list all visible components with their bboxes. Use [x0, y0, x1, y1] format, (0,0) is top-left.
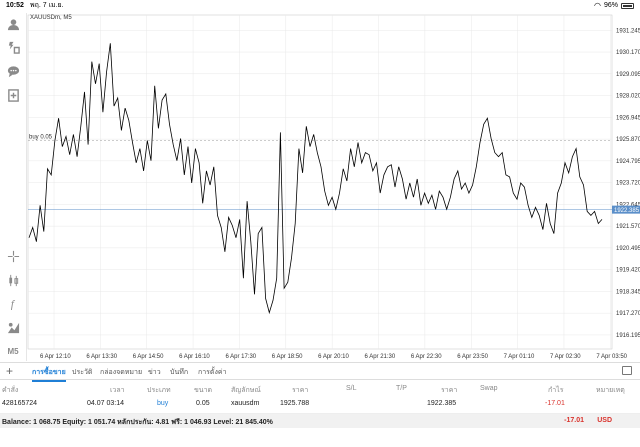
- chart-symbol-label: XAUUSDm, M5: [30, 15, 72, 21]
- plot-frame: [27, 14, 613, 350]
- tab-history[interactable]: ประวัติ: [72, 369, 93, 376]
- chart-canvas[interactable]: 1931.245 1930.170 1929.095 1928.020 1926.945…: [26, 13, 640, 361]
- battery-percent: 96%: [603, 2, 618, 9]
- quote-icon[interactable]: [6, 40, 20, 54]
- objects-icon[interactable]: [6, 320, 20, 334]
- tab-settings[interactable]: การตั้งค่า: [198, 369, 227, 376]
- status-time: 10:52: [6, 2, 24, 9]
- x-tick-label: 6 Apr 22:30: [411, 354, 442, 360]
- account-currency: USD: [597, 417, 612, 424]
- col-swap: Swap: [480, 385, 498, 392]
- balance-summary: Balance: 1 068.75 Equity: 1 051.74 หลักป…: [2, 419, 273, 426]
- col-volume: ขนาด: [194, 387, 213, 394]
- tab-mailbox[interactable]: กล่องจดหมาย: [100, 369, 143, 376]
- y-tick-label: 1926.945: [616, 115, 640, 121]
- tab-trade[interactable]: การซื้อขาย: [32, 369, 66, 382]
- x-tick-label: 6 Apr 21:30: [365, 354, 396, 360]
- y-tick-label: 1931.245: [616, 28, 640, 34]
- chart-toolbar: f M5: [0, 13, 27, 361]
- crosshair-icon[interactable]: [6, 249, 20, 263]
- col-price: ราคา: [292, 387, 309, 394]
- terminal-tabs: + การซื้อขาย ประวัติ กล่องจดหมาย ข่าว บั…: [0, 362, 640, 382]
- x-tick-label: 6 Apr 12:10: [40, 354, 71, 360]
- x-tick-label: 6 Apr 16:10: [179, 354, 210, 360]
- y-tick-label: 1925.870: [616, 137, 640, 143]
- col-comment: หมายเหตุ: [596, 387, 625, 394]
- col-symbol: สัญลักษณ์: [231, 387, 261, 394]
- timeframe-button[interactable]: M5: [7, 346, 19, 356]
- y-tick-label: 1919.420: [616, 268, 640, 274]
- order-symbol: xauusdm: [231, 400, 260, 407]
- y-tick-label: 1929.095: [616, 72, 640, 78]
- order-time: 04.07 03:14: [87, 400, 124, 407]
- y-tick-label: 1921.570: [616, 224, 640, 230]
- status-bar: 10:52 พฤ. 7 เม.ย. ◠ 96%: [0, 0, 640, 12]
- balance-bar: Balance: 1 068.75 Equity: 1 051.74 หลักป…: [0, 414, 640, 428]
- y-tick-label: 1920.495: [616, 246, 640, 252]
- x-tick-label: 7 Apr 03:50: [596, 354, 627, 360]
- col-type: ประเภท: [147, 387, 171, 394]
- order-id: 428165724: [2, 400, 38, 407]
- x-tick-label: 7 Apr 02:30: [550, 354, 581, 360]
- layout-menu-icon[interactable]: [622, 366, 632, 375]
- x-tick-label: 6 Apr 14:50: [133, 354, 164, 360]
- order-price: 1925.788: [280, 400, 310, 407]
- y-tick-label: 1918.345: [616, 289, 640, 295]
- tab-journal[interactable]: บันทึก: [170, 369, 189, 376]
- x-tick-label: 7 Apr 01:10: [504, 354, 535, 360]
- battery-icon: [621, 3, 634, 9]
- chat-icon[interactable]: [6, 64, 20, 78]
- x-tick-label: 6 Apr 13:30: [86, 354, 117, 360]
- add-icon[interactable]: +: [6, 364, 14, 378]
- indicator-icon[interactable]: f: [6, 296, 20, 310]
- order-current-price: 1922.385: [427, 400, 457, 407]
- y-tick-label: 1928.020: [616, 94, 640, 100]
- current-price-tag: [612, 205, 640, 214]
- x-tick-label: 6 Apr 17:30: [225, 354, 256, 360]
- order-volume: 0.05: [196, 400, 210, 407]
- user-icon[interactable]: [6, 17, 20, 31]
- price-chart[interactable]: 1931.245 1930.170 1929.095 1928.020 1926.945…: [26, 13, 640, 361]
- candles-icon[interactable]: [6, 273, 20, 287]
- tab-news[interactable]: ข่าว: [148, 369, 161, 376]
- y-tick-label: 1916.195: [616, 333, 640, 339]
- y-tick-label: 1930.170: [616, 50, 640, 56]
- x-tick-label: 6 Apr 23:50: [457, 354, 488, 360]
- col-tp: T/P: [396, 385, 407, 392]
- order-type: buy: [157, 400, 169, 407]
- order-profit: -17.01: [545, 400, 565, 407]
- col-order: คำสั่ง: [2, 387, 19, 394]
- y-tick-label: 1917.270: [616, 311, 640, 317]
- total-profit: -17.01: [564, 417, 584, 424]
- y-tick-label: 1924.795: [616, 159, 640, 165]
- col-price2: ราคา: [441, 387, 458, 394]
- current-price-label: 1922.385: [614, 208, 640, 214]
- y-tick-label: 1923.720: [616, 181, 640, 187]
- x-tick-label: 6 Apr 18:50: [272, 354, 303, 360]
- table-header: คำสั่ง เวลา ประเภท ขนาด สัญลักษณ์ ราคา S…: [0, 382, 640, 396]
- price-series-line: [28, 43, 603, 315]
- svg-text:f: f: [10, 299, 15, 310]
- col-time: เวลา: [110, 387, 125, 394]
- new-order-icon[interactable]: [6, 88, 20, 102]
- col-profit: กำไร: [548, 387, 564, 394]
- x-tick-label: 6 Apr 20:10: [318, 354, 349, 360]
- y-tick-label: 1922.645: [616, 202, 640, 208]
- status-date: พฤ. 7 เม.ย.: [30, 2, 64, 9]
- table-row[interactable]: 428165724 04.07 03:14 buy 0.05 xauusdm 1…: [0, 397, 640, 414]
- wifi-icon: ◠: [594, 1, 601, 10]
- buy-level-label: buy 0.05: [29, 135, 53, 141]
- col-sl: S/L: [346, 385, 357, 392]
